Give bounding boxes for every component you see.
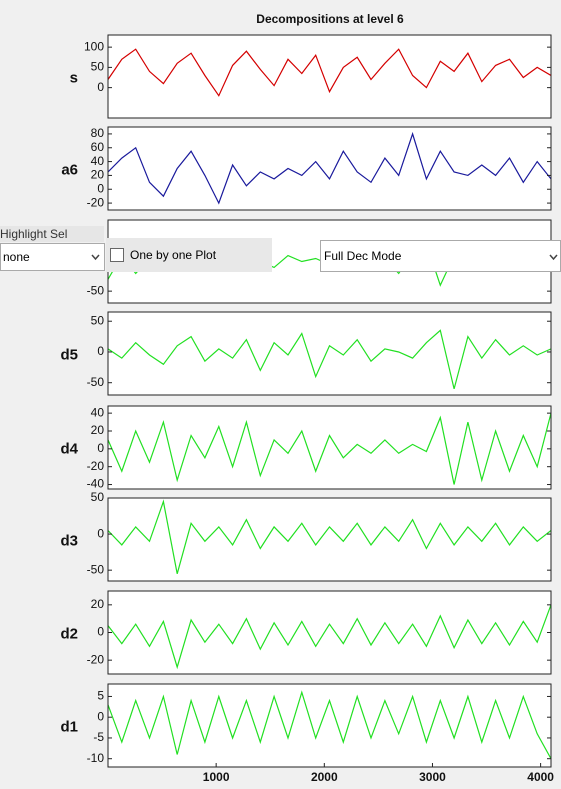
axes-box xyxy=(107,126,552,211)
dropdown[interactable]: Full Dec Mode xyxy=(320,240,561,272)
y-tick-label: -20 xyxy=(87,195,105,209)
plot-area xyxy=(108,591,551,674)
x-tick-label: 2000 xyxy=(311,770,338,784)
y-tick-label: 0 xyxy=(97,526,104,540)
chevron xyxy=(91,254,100,261)
y-tick-label: -20 xyxy=(87,652,105,666)
plot-area xyxy=(108,406,551,489)
y-tick-label: 50 xyxy=(91,313,105,327)
plot-area xyxy=(108,35,551,118)
y-tick-label: 0 xyxy=(97,709,104,723)
axes-box xyxy=(107,405,552,490)
axes-box xyxy=(107,683,552,768)
axes-box xyxy=(107,34,552,119)
y-tick-label: 20 xyxy=(91,168,105,182)
y-tick-label: -50 xyxy=(87,562,105,576)
dropdown[interactable]: none xyxy=(0,243,105,271)
y-tick-label: 0 xyxy=(97,441,104,455)
y-tick-label: -50 xyxy=(87,375,105,389)
y-tick-label: 20 xyxy=(91,423,105,437)
y-tick-label: 60 xyxy=(91,140,105,154)
y-tick-label: 80 xyxy=(91,126,105,140)
y-tick-label: -20 xyxy=(87,459,105,473)
panel-label: d3 xyxy=(60,532,78,549)
panel-label: a6 xyxy=(61,161,78,178)
x-tick-label: 3000 xyxy=(419,770,446,784)
dropdown-value: Full Dec Mode xyxy=(324,249,402,263)
x-tick-label: 4000 xyxy=(527,770,554,784)
y-tick-label: -40 xyxy=(87,477,105,491)
chart-title: Decompositions at level 6 xyxy=(256,12,404,26)
y-tick-label: 0 xyxy=(97,625,104,639)
panel-label: s xyxy=(70,69,78,86)
signal-line xyxy=(108,690,551,759)
signal-line xyxy=(108,131,551,205)
plot-area xyxy=(108,498,551,581)
axes-box xyxy=(107,497,552,582)
y-tick-label: -5 xyxy=(93,730,104,744)
y-tick-label: 20 xyxy=(91,597,105,611)
plot-area xyxy=(108,312,551,395)
y-tick-label: 50 xyxy=(91,60,105,74)
dropdown-value: none xyxy=(3,250,30,264)
y-tick-label: 100 xyxy=(84,39,104,53)
panel-label: d2 xyxy=(60,625,78,642)
panel-label: d4 xyxy=(60,440,78,457)
y-tick-label: -10 xyxy=(87,751,105,765)
y-tick-label: 40 xyxy=(91,405,105,419)
checkbox-label: One by one Plot xyxy=(130,248,217,262)
signal-line xyxy=(108,412,551,485)
checkbox[interactable]: One by one Plot xyxy=(106,238,272,272)
y-tick-label: 0 xyxy=(97,80,104,94)
panel-label: d1 xyxy=(60,718,78,735)
y-tick-label: 0 xyxy=(97,344,104,358)
signal-line xyxy=(108,329,551,390)
y-tick-label: -50 xyxy=(87,283,105,297)
signal-line xyxy=(108,48,551,97)
plot-area xyxy=(108,127,551,210)
axes-box xyxy=(107,311,552,396)
y-tick-label: 50 xyxy=(91,490,105,504)
label: Highlight Sel xyxy=(0,226,104,242)
y-tick-label: 40 xyxy=(91,154,105,168)
signal-line xyxy=(108,604,551,670)
plot-area xyxy=(108,684,551,767)
panel-label: d5 xyxy=(60,346,78,363)
x-tick-label: 1000 xyxy=(203,770,230,784)
checkbox-box xyxy=(110,248,124,262)
y-tick-label: 0 xyxy=(97,181,104,195)
chevron xyxy=(549,254,558,261)
y-tick-label: 5 xyxy=(97,689,104,703)
signal-line xyxy=(108,499,551,574)
